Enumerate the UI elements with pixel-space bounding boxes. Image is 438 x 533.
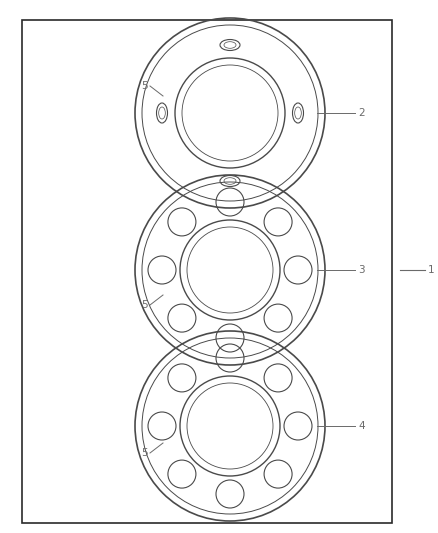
Text: 2: 2 (358, 108, 364, 118)
Text: 3: 3 (358, 265, 364, 275)
Text: 5: 5 (141, 81, 148, 91)
Text: 5: 5 (141, 300, 148, 310)
Text: 4: 4 (358, 421, 364, 431)
Text: 1: 1 (428, 265, 434, 275)
Text: 5: 5 (141, 448, 148, 458)
Bar (22, 20, 392, 523)
